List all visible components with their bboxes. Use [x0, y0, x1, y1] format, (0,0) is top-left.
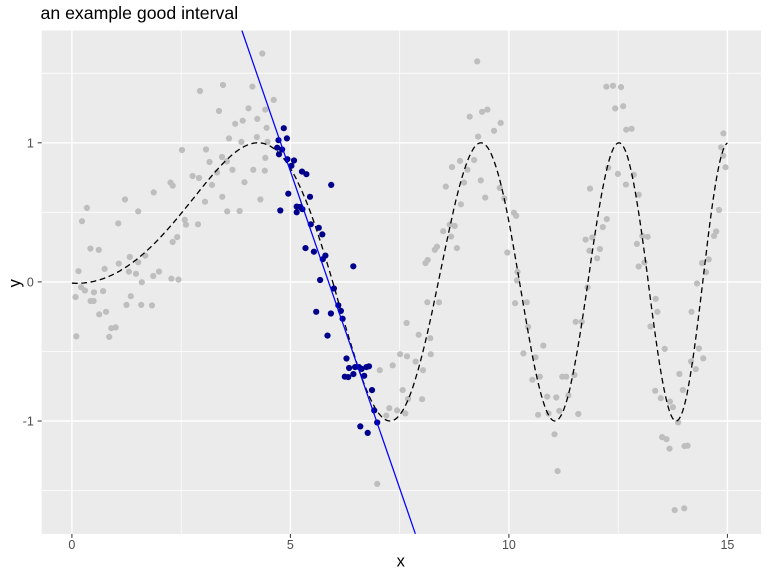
- svg-text:y: y: [6, 278, 24, 287]
- svg-text:5: 5: [287, 538, 294, 552]
- svg-text:0: 0: [27, 276, 34, 290]
- svg-text:10: 10: [502, 538, 516, 552]
- svg-text:x: x: [397, 552, 406, 570]
- svg-text:15: 15: [720, 538, 734, 552]
- svg-text:-1: -1: [23, 415, 34, 429]
- svg-text:an example good interval: an example good interval: [41, 3, 239, 23]
- svg-text:1: 1: [27, 137, 34, 151]
- svg-text:0: 0: [68, 538, 75, 552]
